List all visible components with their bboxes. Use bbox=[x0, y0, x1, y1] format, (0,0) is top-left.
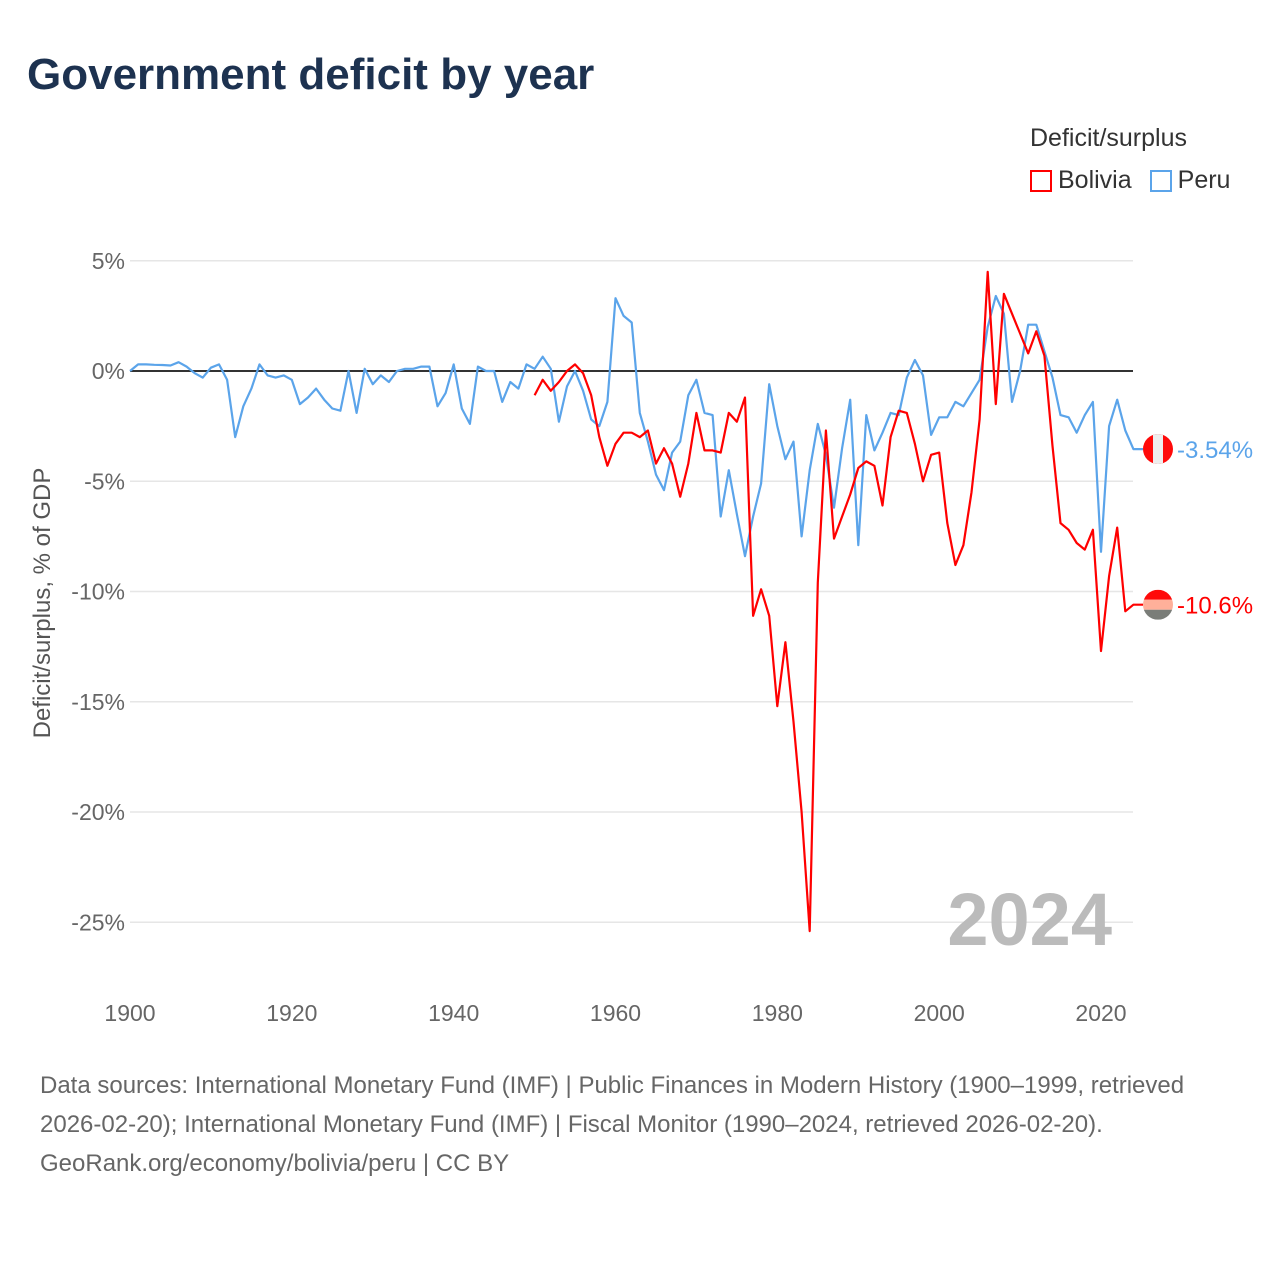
flag bbox=[1143, 589, 1173, 620]
flag-stripe bbox=[1153, 434, 1163, 465]
legend-title: Deficit/surplus bbox=[1030, 124, 1187, 152]
end-value-label: -3.54% bbox=[1177, 437, 1253, 464]
y-tick-label: -5% bbox=[84, 468, 125, 494]
legend-item-bolivia[interactable]: Bolivia bbox=[1030, 166, 1132, 195]
bolivia-flag-icon bbox=[1143, 589, 1173, 620]
credit-link[interactable]: GeoRank.org/economy/bolivia/peru | CC BY bbox=[40, 1150, 510, 1177]
data-sources: Data sources: International Monetary Fun… bbox=[40, 1072, 1185, 1138]
x-tick-label: 1920 bbox=[266, 1000, 317, 1026]
line-chart: 5% 0% -5% -10% -15% -20% -25% 1900 1920 1940 1960… bbox=[29, 248, 1253, 1026]
peru-flag-icon bbox=[1143, 434, 1173, 465]
x-tick-label: 1900 bbox=[104, 1000, 155, 1026]
y-tick-label: 0% bbox=[92, 358, 125, 384]
series-line-bolivia bbox=[533, 270, 1143, 933]
flag-stripe bbox=[1143, 589, 1173, 600]
y-tick-label: 5% bbox=[92, 248, 125, 274]
series-line-peru bbox=[129, 294, 1143, 558]
bolivia-swatch bbox=[1030, 169, 1052, 192]
legend-label: Peru bbox=[1177, 166, 1231, 194]
y-tick-label: -25% bbox=[71, 909, 125, 935]
chart-title: Government deficit by year bbox=[27, 50, 595, 99]
x-tick-label: 1940 bbox=[428, 1000, 479, 1026]
footer: Data sources: International Monetary Fun… bbox=[40, 1066, 1240, 1183]
x-tick-label: 1960 bbox=[590, 1000, 641, 1026]
end-value-label: -10.6% bbox=[1177, 593, 1253, 620]
flag-stripe bbox=[1143, 599, 1173, 610]
flag-stripe bbox=[1143, 609, 1173, 620]
peru-swatch bbox=[1149, 169, 1172, 192]
y-tick-label: -10% bbox=[71, 579, 125, 605]
year-label: 2024 bbox=[947, 878, 1112, 961]
legend: Bolivia Peru bbox=[1030, 166, 1230, 195]
y-axis-label: Deficit/surplus, % of GDP bbox=[29, 468, 56, 739]
y-tick-label: -15% bbox=[71, 689, 125, 715]
x-tick-label: 2000 bbox=[914, 1000, 965, 1026]
x-tick-label: 2020 bbox=[1075, 1000, 1126, 1026]
legend-item-peru[interactable]: Peru bbox=[1149, 166, 1231, 195]
flag bbox=[1143, 434, 1173, 465]
y-tick-label: -20% bbox=[71, 799, 125, 825]
legend-label: Bolivia bbox=[1058, 166, 1132, 194]
x-tick-label: 1980 bbox=[752, 1000, 803, 1026]
